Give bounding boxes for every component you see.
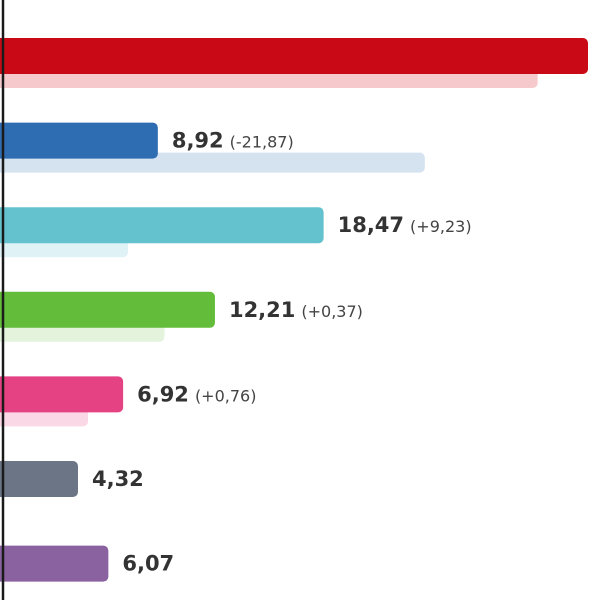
bar-0: [0, 38, 588, 74]
delta-label-4: (+0,76): [195, 386, 257, 405]
delta-label-2: (+9,23): [410, 217, 472, 236]
bar-label-1: 8,92 (-21,87): [172, 129, 294, 153]
value-label-6: 6,07: [122, 552, 174, 576]
value-label-5: 4,32: [92, 467, 144, 491]
delta-label-3: (+0,37): [301, 302, 363, 321]
value-label-3: 12,21: [229, 298, 295, 322]
value-label-4: 6,92: [137, 382, 189, 406]
bar-1: [0, 122, 158, 159]
bar-label-5: 4,32: [92, 467, 144, 491]
value-label-1: 8,92: [172, 129, 224, 153]
value-label-2: 18,47: [338, 213, 404, 237]
bar-label-4: 6,92 (+0,76): [137, 382, 256, 406]
labels-layer: 8,92 (-21,87) 18,47 (+9,23) 12,21 (+0,37) 6,92…: [92, 129, 472, 576]
bar-label-6: 6,07: [122, 552, 174, 576]
bar-3: [0, 291, 215, 328]
bar-label-3: 12,21 (+0,37): [229, 298, 363, 322]
bar-4: [0, 376, 124, 413]
bar-5: [0, 461, 78, 497]
bar-6: [0, 545, 109, 582]
bar-label-2: 18,47 (+9,23): [338, 213, 472, 237]
bars-layer: [0, 38, 588, 582]
bar-2: [0, 207, 324, 244]
delta-label-1: (-21,87): [230, 133, 294, 152]
